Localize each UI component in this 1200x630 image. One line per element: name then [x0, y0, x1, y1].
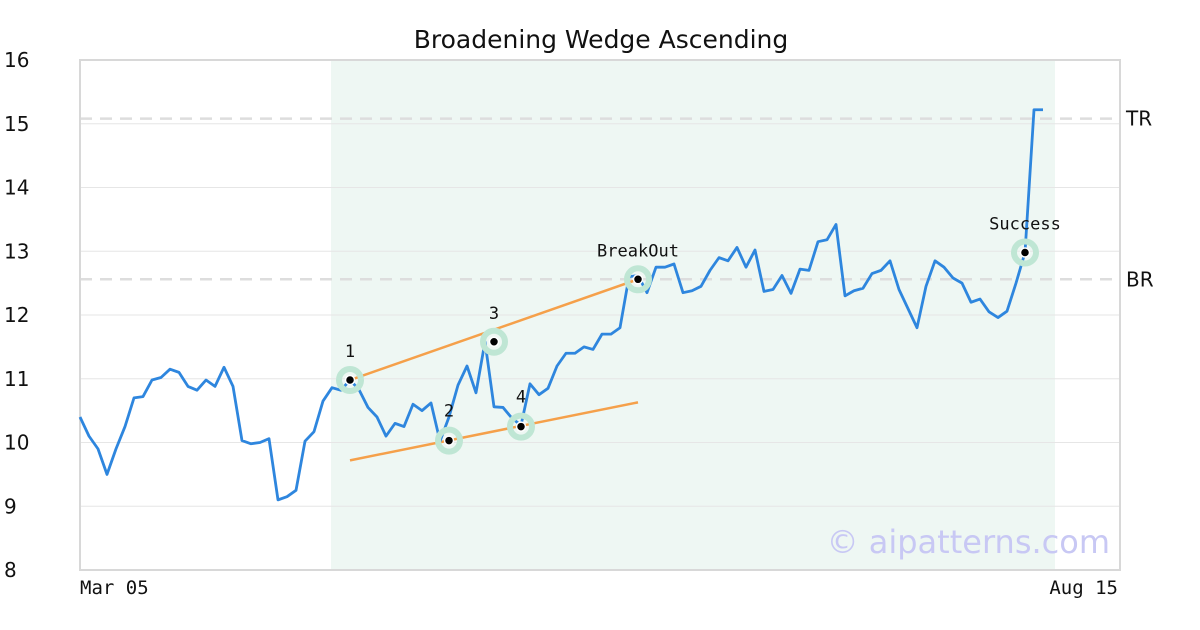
- watermark: © aipatterns.com: [827, 523, 1110, 561]
- marker-halo: [435, 426, 463, 455]
- y-tick-label: 9: [4, 494, 17, 518]
- marker-halo: [336, 366, 364, 395]
- y-axis-ticks: 8 9 10 11 12 13 14 15 16: [4, 48, 29, 582]
- x-axis-ticks: Mar 05 Aug 15: [80, 577, 1118, 599]
- trendline: [349, 401, 639, 462]
- marker-dot: [443, 435, 455, 446]
- marker-label: 1: [345, 342, 355, 362]
- y-tick-label: 12: [4, 303, 29, 327]
- marker-label: Success: [989, 215, 1061, 235]
- y-tick-label: 13: [4, 239, 29, 263]
- x-tick-label: Mar 05: [80, 577, 149, 599]
- marker-dot: [1019, 247, 1031, 258]
- marker-halo: [507, 412, 535, 441]
- marker-dot: [488, 336, 500, 348]
- marker-label: 4: [516, 388, 526, 408]
- marker-halo: [480, 327, 508, 356]
- price-series-line: [78, 108, 1043, 502]
- chart-title: Broadening Wedge Ascending: [414, 25, 789, 54]
- marker-dot: [344, 374, 356, 386]
- marker-label: BreakOut: [597, 241, 679, 261]
- marker-dot: [632, 274, 644, 285]
- marker-label: 3: [489, 304, 499, 324]
- marker-halo: [1011, 238, 1039, 267]
- pattern-markers: 1 2 3 4 BreakOut Success: [336, 215, 1061, 455]
- x-tick-label: Aug 15: [1049, 577, 1118, 599]
- y-tick-label: 11: [4, 367, 29, 391]
- level-label: TR: [1125, 107, 1152, 131]
- marker-halo: [624, 265, 652, 294]
- level-label: BR: [1126, 267, 1154, 291]
- y-tick-label: 10: [4, 431, 29, 455]
- y-tick-label: 8: [4, 558, 17, 582]
- y-tick-label: 14: [4, 176, 29, 200]
- level-lines: TR BR: [80, 107, 1154, 291]
- grid-lines: [80, 123, 1120, 507]
- marker-dot: [515, 421, 527, 432]
- marker-label: 2: [444, 402, 454, 422]
- y-tick-label: 15: [4, 112, 29, 136]
- plot-frame: [79, 59, 1121, 571]
- y-tick-label: 16: [4, 48, 29, 72]
